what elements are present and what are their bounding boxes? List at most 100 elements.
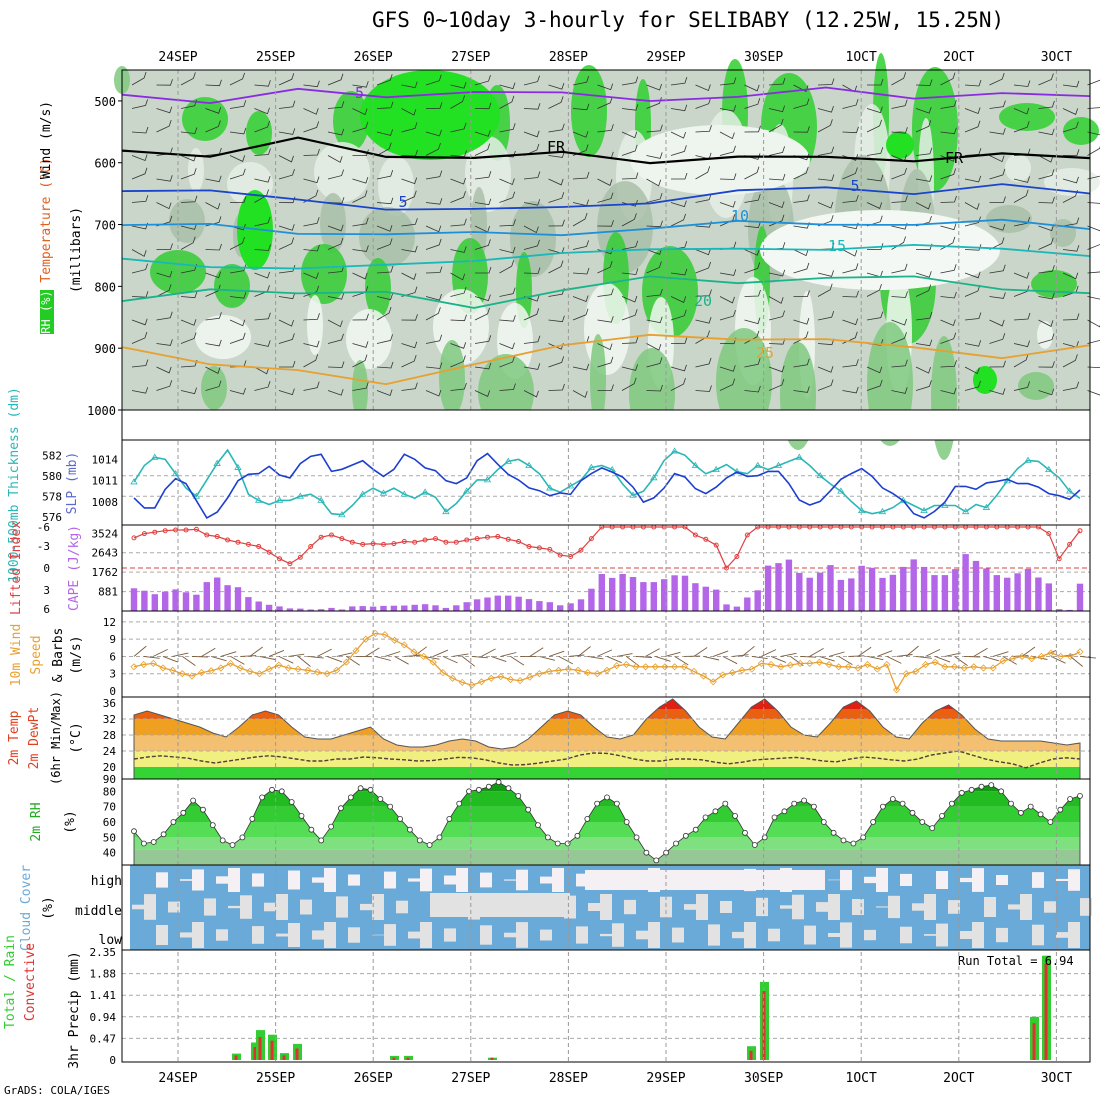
contour-label: -5 [346, 84, 364, 102]
wind-barb-10m [288, 654, 304, 656]
cape-bar [599, 574, 605, 611]
cloud-cell [540, 930, 552, 941]
precip-convective-bar [296, 1049, 299, 1061]
wind-barb-10m [993, 652, 1008, 657]
y-tick-label: 1000 [87, 404, 116, 418]
cloud-row-label: high [91, 874, 122, 889]
rh-marker [733, 813, 738, 818]
rh-patch [973, 366, 997, 394]
rh-marker [545, 835, 550, 840]
rh-marker [427, 843, 432, 848]
cape-tick: 3524 [92, 527, 119, 540]
wind-barb-10m [491, 656, 506, 661]
wind-barb-10m [955, 656, 968, 665]
rh-marker [338, 806, 343, 811]
cloud-cell [888, 896, 900, 918]
temp-band [122, 709, 1090, 719]
slp-axis-label: SLP (mb) [65, 452, 80, 515]
cloud-cell [996, 875, 1008, 885]
wind-barb-10m [221, 652, 236, 657]
cape-bar [713, 590, 719, 611]
wind-barb-10m [385, 652, 400, 657]
wind-barb-10m [231, 656, 245, 664]
wind-barb-10m [655, 656, 670, 661]
date-label-top: 28SEP [549, 50, 588, 65]
cape-bar [515, 597, 521, 611]
date-label-bottom: 29SEP [646, 1071, 685, 1086]
date-label-bottom: 3OCT [1041, 1071, 1072, 1086]
cloud-row-label: middle [75, 904, 122, 919]
cloud-cell [720, 901, 732, 913]
contour-label: 10 [731, 207, 749, 225]
li-tick: -6 [37, 521, 50, 534]
wind-label: Wind (m/s) [39, 101, 54, 179]
cape-bar [973, 561, 979, 611]
rh-marker [141, 841, 146, 846]
cloud-cell [900, 874, 912, 886]
rh-marker [693, 827, 698, 832]
precip-panel [122, 950, 1090, 1062]
cloud-cell [480, 873, 492, 888]
cape-bar [1046, 583, 1052, 611]
rh-unit-label: (%) [63, 810, 78, 833]
rh-marker [1009, 801, 1014, 806]
date-label-top: 26SEP [354, 50, 393, 65]
rh-marker [614, 801, 619, 806]
cloud-cell [828, 933, 840, 937]
cape-bar [235, 587, 241, 611]
cloud-cell [744, 922, 756, 948]
cloud-cell [936, 871, 948, 889]
wind-barb-10m [926, 649, 940, 656]
cape-bar [266, 605, 272, 611]
cloud-cell [876, 906, 888, 907]
wind-barb-10m [781, 653, 797, 656]
cape-bar [588, 589, 594, 611]
thickness-tick: 580 [42, 470, 62, 483]
precip-convective-bar [491, 1058, 494, 1060]
rh-marker [900, 801, 905, 806]
contour-label: FR [945, 149, 964, 167]
cape-bar [204, 582, 210, 611]
cloud-cell [396, 901, 408, 914]
rh-patch [365, 258, 391, 318]
cloud-cell [936, 924, 948, 947]
rh-marker [407, 827, 412, 832]
wind-barb-10m [511, 656, 524, 665]
wind-barb-10m [462, 656, 475, 666]
cloud-cell [144, 894, 156, 920]
precip-convective-bar [393, 1058, 396, 1060]
rh-patch [886, 131, 914, 159]
rh-patch [439, 340, 465, 416]
cloud-cell [204, 898, 216, 915]
cloud-cell [408, 932, 420, 939]
date-label-top: 24SEP [158, 50, 197, 65]
rh-marker [181, 810, 186, 815]
rh-marker [634, 835, 639, 840]
cloud-cell [420, 922, 432, 948]
cape-bar [360, 606, 366, 611]
rh-marker [979, 784, 984, 789]
wind-barb-10m [395, 656, 409, 664]
precip-tick: 2.35 [90, 946, 117, 959]
cape-bar [412, 605, 418, 611]
wind-barb-10m [810, 648, 824, 656]
wind-barb-10m [617, 654, 633, 657]
cloud-cell [1032, 925, 1044, 946]
rh-marker [762, 835, 767, 840]
rh-marker [191, 798, 196, 803]
cape-bar [755, 590, 761, 611]
rh-marker [674, 841, 679, 846]
cape-bar [931, 575, 937, 611]
cloud-cell [156, 872, 168, 887]
cloud-cell [504, 880, 516, 881]
date-label-bottom: 26SEP [354, 1071, 393, 1086]
rh-marker [890, 797, 895, 802]
rh-marker [378, 797, 383, 802]
precip-convective-bar [259, 1037, 262, 1060]
wind-barb-10m [298, 656, 310, 666]
cloud-cell [732, 932, 744, 938]
li-tick: 6 [43, 603, 50, 616]
cape-bar [432, 605, 438, 611]
cloud-cell [288, 871, 300, 890]
wind-barb-10m [771, 656, 786, 662]
